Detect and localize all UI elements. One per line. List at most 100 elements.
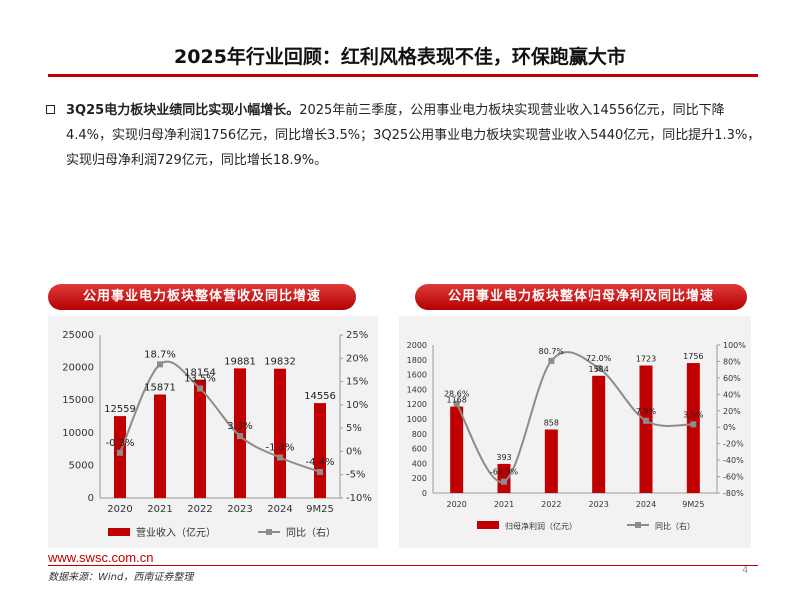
bar-9M25 <box>314 403 326 498</box>
x-tick-label: 9M25 <box>682 500 704 509</box>
x-tick-label: 2020 <box>446 500 466 509</box>
bar-value-label: 19832 <box>264 357 296 368</box>
yoy-point-2023 <box>237 433 243 440</box>
legend-line-label: 同比（右） <box>286 526 336 539</box>
yoy-value-label: 80.7% <box>539 347 565 356</box>
bar-value-label: 1168 <box>446 396 466 405</box>
legend-line-marker <box>635 522 641 528</box>
right-tick-label: -60% <box>723 473 744 482</box>
right-tick-label: -10% <box>346 493 372 504</box>
bullet-paragraph: 3Q25电力板块业绩同比实现小幅增长。2025年前三季度，公用事业电力板块实现营… <box>52 98 762 173</box>
bar-2022 <box>544 429 558 493</box>
data-source: 数据来源：Wind，西南证券整理 <box>48 572 194 583</box>
right-tick-label: 40% <box>723 390 741 399</box>
x-tick-label: 2022 <box>541 500 561 509</box>
yoy-line <box>119 360 321 473</box>
chart-profit-title: 公用事业电力板块整体归母净利及同比增速 <box>415 284 747 310</box>
bar-2024 <box>274 368 286 498</box>
yoy-value-label: -0.3% <box>105 438 134 449</box>
legend-bar-swatch <box>108 528 130 536</box>
right-tick-label: -40% <box>723 456 744 465</box>
page-title: 2025年行业回顾：红利风格表现不佳，环保跑赢大市 <box>174 46 626 68</box>
left-tick-label: 600 <box>412 445 427 454</box>
yoy-point-2020 <box>453 400 460 407</box>
yoy-point-9M25 <box>690 421 697 428</box>
yoy-line <box>455 351 694 483</box>
right-tick-label: -80% <box>723 489 744 498</box>
left-tick-label: 200 <box>412 474 427 483</box>
chart-revenue-panel: 0 5000 10000 15000 20000 25000 -10% -5% 0% 5% 10% 1… <box>48 316 378 548</box>
bullet-body: 2025年前三季度，公用事业电力板块实现营业收入14556亿元，同比下降4.4%… <box>66 103 761 168</box>
x-tick-label: 2023 <box>588 500 608 509</box>
right-tick-label: 20% <box>346 353 368 364</box>
chart-revenue: 0 5000 10000 15000 20000 25000 -10% -5% 0% 5% 10% 1… <box>62 330 372 539</box>
yoy-value-label: 28.6% <box>444 390 470 399</box>
right-tick-label: -5% <box>346 470 365 481</box>
yoy-value-label: 13.5% <box>184 374 216 385</box>
bar-value-label: 1756 <box>683 352 703 361</box>
right-tick-label: 60% <box>723 374 741 383</box>
left-tick-label: 15000 <box>62 395 94 406</box>
yoy-point-2022 <box>548 357 555 364</box>
left-tick-label: 20000 <box>62 363 94 374</box>
left-tick-label: 5000 <box>69 460 94 471</box>
right-tick-label: 0% <box>346 446 362 457</box>
yoy-value-label: 3.3% <box>227 421 252 432</box>
title-divider <box>48 74 758 77</box>
bar-2021 <box>497 463 511 493</box>
bar-value-label: 858 <box>544 419 559 428</box>
bar-value-label: 12559 <box>104 404 136 415</box>
right-tick-label: 20% <box>723 407 741 416</box>
chart-profit-panel: 0 200 400 600 800 1000 1200 1400 1600 1800 2000 -80… <box>399 316 751 548</box>
legend-line-marker <box>266 529 272 535</box>
chart-revenue-title: 公用事业电力板块整体营收及同比增速 <box>48 284 356 310</box>
bar-2024 <box>639 365 653 493</box>
left-tick-label: 1400 <box>407 385 427 394</box>
legend-bar-label: 归母净利润（亿元） <box>505 521 577 531</box>
bar-value-label: 18154 <box>184 368 216 379</box>
yoy-point-9M25 <box>317 468 323 475</box>
yoy-point-2023 <box>595 365 602 372</box>
bar-2023 <box>592 375 606 493</box>
yoy-point-2021 <box>501 478 507 485</box>
x-tick-label: 2021 <box>494 500 514 509</box>
right-tick-label: 80% <box>723 357 741 366</box>
yoy-point-2024 <box>277 454 283 461</box>
x-tick-label: 2024 <box>267 504 292 515</box>
bar-2020 <box>114 416 126 498</box>
legend-bar-swatch <box>477 521 499 529</box>
yoy-value-label: 3.5% <box>683 410 704 419</box>
footer-url[interactable]: www.swsc.com.cn <box>48 550 154 565</box>
left-tick-label: 1600 <box>407 371 427 380</box>
bar-2021 <box>154 394 166 498</box>
left-tick-label: 2000 <box>407 341 427 350</box>
yoy-value-label: 18.7% <box>144 349 176 360</box>
left-tick-label: 800 <box>412 430 427 439</box>
right-tick-label: 15% <box>346 377 368 388</box>
x-tick-label: 2024 <box>636 500 656 509</box>
left-tick-label: 10000 <box>62 428 94 439</box>
left-tick-label: 400 <box>412 459 427 468</box>
x-tick-label: 2022 <box>187 504 212 515</box>
yoy-value-label: -1.3% <box>265 442 294 453</box>
yoy-value-label: 72.0% <box>586 354 612 363</box>
bar-value-label: 1584 <box>588 365 608 374</box>
bullet-square-icon <box>46 105 55 114</box>
left-tick-label: 25000 <box>62 330 94 341</box>
left-tick-label: 1200 <box>407 400 427 409</box>
left-tick-label: 1800 <box>407 356 427 365</box>
right-tick-label: 100% <box>723 341 746 350</box>
footer-divider <box>48 565 758 566</box>
legend-bar-label: 营业收入（亿元） <box>136 526 216 539</box>
bar-value-label: 15871 <box>144 383 176 394</box>
bar-value-label: 1723 <box>636 354 656 363</box>
bar-value-label: 393 <box>496 453 511 462</box>
right-tick-label: -20% <box>723 440 744 449</box>
page-number: 4 <box>742 565 749 576</box>
left-tick-label: 0 <box>88 493 94 504</box>
chart-profit: 0 200 400 600 800 1000 1200 1400 1600 1800 2000 -80… <box>407 341 747 531</box>
x-tick-label: 2021 <box>147 504 172 515</box>
bar-9M25 <box>686 363 700 493</box>
yoy-point-2020 <box>117 449 123 456</box>
right-tick-label: 0% <box>723 423 736 432</box>
